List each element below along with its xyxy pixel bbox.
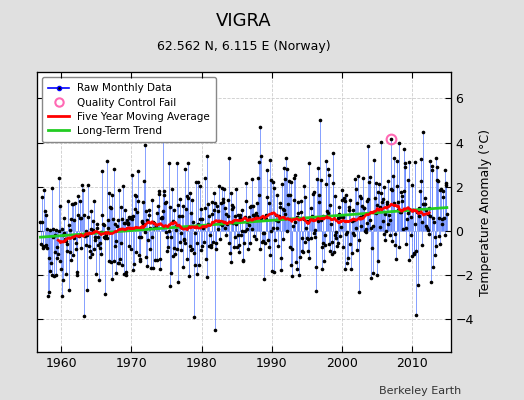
- Text: Berkeley Earth: Berkeley Earth: [379, 386, 461, 396]
- Legend: Raw Monthly Data, Quality Control Fail, Five Year Moving Average, Long-Term Tren: Raw Monthly Data, Quality Control Fail, …: [42, 77, 216, 142]
- Text: 62.562 N, 6.115 E (Norway): 62.562 N, 6.115 E (Norway): [157, 40, 331, 53]
- Y-axis label: Temperature Anomaly (°C): Temperature Anomaly (°C): [479, 128, 493, 296]
- Text: VIGRA: VIGRA: [216, 12, 271, 30]
